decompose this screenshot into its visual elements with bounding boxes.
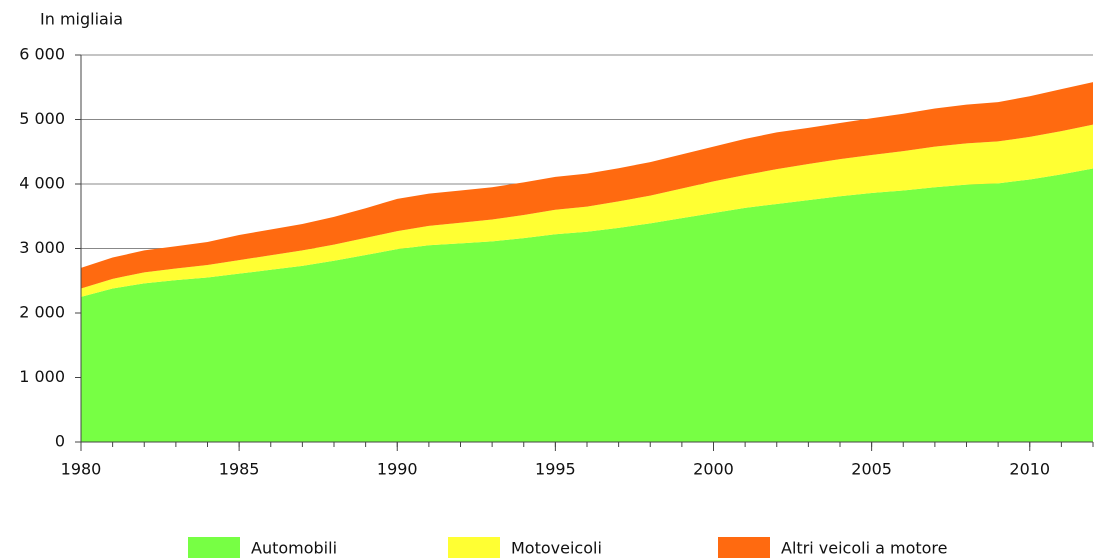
x-tick-label: 2005 <box>851 460 892 479</box>
y-tick-label: 4 000 <box>19 174 65 193</box>
y-axis-label: In migliaia <box>40 10 123 29</box>
y-tick-label: 6 000 <box>19 45 65 64</box>
legend-label: Altri veicoli a motore <box>781 539 948 558</box>
x-tick-label: 1990 <box>377 460 418 479</box>
area <box>81 124 1093 297</box>
legend-label: Motoveicoli <box>511 539 602 558</box>
x-tick-label: 2010 <box>1009 460 1050 479</box>
y-tick-label: 1 000 <box>19 367 65 386</box>
area <box>81 168 1093 442</box>
y-tick-label: 5 000 <box>19 109 65 128</box>
area <box>81 82 1093 289</box>
legend-swatch <box>718 537 770 558</box>
legend-label: Automobili <box>251 539 337 558</box>
y-tick-label: 2 000 <box>19 303 65 322</box>
x-tick-label: 1980 <box>61 460 102 479</box>
x-tick-label: 1995 <box>535 460 576 479</box>
y-tick-label: 3 000 <box>19 238 65 257</box>
y-tick-label: 0 <box>55 432 65 451</box>
x-tick-label: 1985 <box>219 460 260 479</box>
legend-swatch <box>188 537 240 558</box>
x-tick-label: 2000 <box>693 460 734 479</box>
legend-swatch <box>448 537 500 558</box>
